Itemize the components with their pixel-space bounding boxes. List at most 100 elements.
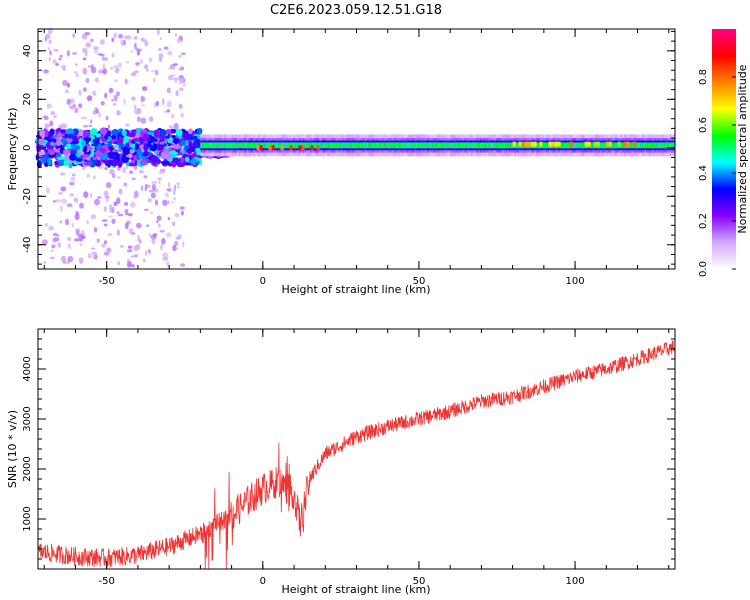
spectrogram-band-cell — [399, 142, 402, 149]
snr-series-line — [38, 340, 675, 569]
spectrogram-peak-cell — [623, 141, 627, 147]
spectrogram-noise-cell — [86, 95, 93, 102]
spectrogram-band-cell — [465, 142, 468, 149]
snr-y-axis-label: SNR (10 * v/v) — [6, 410, 19, 488]
spectrogram-band-cell — [448, 142, 451, 149]
spectrogram-noise-cell — [74, 213, 80, 221]
spectrogram-noise-cell — [102, 63, 106, 71]
spectrogram-band-cell — [82, 145, 88, 153]
spectrogram-band-cell — [66, 128, 74, 136]
spectrogram-band-cell — [143, 143, 149, 152]
spectrogram-band-cell — [361, 142, 364, 149]
spectrogram-band-cell — [75, 157, 83, 162]
spectrogram-noise-cell — [71, 222, 74, 228]
spectrogram-noise-cell — [176, 182, 181, 186]
spectrogram-band-cell — [92, 138, 100, 145]
spectrogram-band-cell — [567, 142, 570, 149]
spectrogram-band-cell — [415, 142, 419, 149]
spectrogram-noise-cell — [75, 210, 79, 217]
colorbar-tick-label: 0.0 — [698, 261, 709, 277]
spectrogram-band-cell — [67, 133, 74, 139]
spectrogram-band-cell — [47, 157, 52, 166]
spectrogram-noise-cell — [162, 252, 169, 258]
spectrogram-band-cell — [308, 142, 311, 149]
spectrogram-noise-cell — [144, 40, 149, 47]
snr-y-tick-label: 4000 — [22, 356, 33, 381]
spectrogram-noise-cell — [172, 221, 176, 227]
spectrogram-noise-cell — [160, 244, 163, 251]
spectrogram-band-cell — [194, 147, 201, 152]
spectrogram-band-cell — [350, 142, 353, 149]
spectrogram-noise-cell — [154, 199, 159, 206]
spectrogram-band-cell — [344, 142, 347, 149]
spectrogram-band-cell — [410, 142, 413, 149]
spectrogram-noise-cell — [168, 125, 174, 130]
spectrogram-band-cell — [631, 142, 634, 149]
snr-x-tick-label: 0 — [260, 576, 266, 587]
spectrogram-band-cell — [122, 154, 127, 158]
spectrogram-noise-cell — [78, 89, 82, 96]
spectrogram-noise-cell — [168, 66, 173, 70]
spectrogram-noise-cell — [143, 175, 148, 179]
spectrogram-noise-cell — [148, 116, 154, 122]
spectrogram-noise-cell — [178, 87, 184, 92]
spectrogram-band-cell — [320, 142, 324, 149]
spectrogram-noise-cell — [167, 200, 170, 205]
spectrogram-ticks: -50 0 50 100 -40 -20 0 20 40 — [22, 29, 675, 287]
spectrogram-band-cell — [184, 156, 190, 163]
spectrogram-band-cell — [190, 158, 197, 165]
spectrogram-band-cell — [172, 158, 178, 163]
spectrogram-peak-cell — [533, 141, 537, 147]
spectrogram-noise-cell — [128, 228, 134, 234]
spectrogram-noise-cell — [170, 113, 175, 119]
spectrogram-noise-cell — [97, 52, 103, 56]
spectrogram-noise-cell — [156, 220, 159, 224]
spectrogram-noise-cell — [145, 183, 148, 187]
spectrogram-noise-cell — [106, 196, 109, 203]
spectrogram-band-cell — [70, 143, 76, 150]
spectrogram-band-cell — [541, 142, 545, 149]
spectrogram-noise-cell — [125, 165, 128, 170]
spectrogram-band-cell — [108, 153, 115, 159]
spectrogram-band-cell — [64, 154, 71, 160]
spectrogram-noise-cell — [104, 166, 108, 171]
spectrogram-noise-cell — [91, 247, 95, 250]
spectrogram-y-tick-label: 0 — [22, 145, 33, 151]
spectrogram-band-cell — [629, 142, 632, 149]
spectrogram-band-cell — [175, 128, 183, 137]
spectrogram-noise-cell — [133, 245, 139, 252]
spectrogram-noise-cell — [58, 57, 62, 61]
spectrogram-noise-cell — [96, 108, 99, 114]
spectrogram-band-cell — [424, 142, 428, 149]
spectrogram-band-cell — [202, 142, 205, 149]
spectrogram-noise-cell — [130, 201, 136, 208]
spectrogram-band-cell — [100, 153, 107, 161]
spectrogram-peak-cell — [256, 145, 260, 151]
spectrogram-noise-cell — [89, 193, 93, 198]
spectrogram-band-cell — [466, 142, 470, 149]
spectrogram-peak-cell — [554, 141, 558, 147]
spectrogram-band-cell — [200, 142, 203, 149]
spectrogram-noise-cell — [90, 214, 97, 220]
spectrogram-band-cell — [173, 144, 181, 150]
spectrogram-noise-cell — [172, 63, 178, 66]
spectrogram-noise-cell — [59, 54, 64, 58]
spectrogram-x-tick-label: -50 — [99, 276, 115, 287]
spectrogram-band-cell — [601, 142, 605, 149]
spectrogram-band-cell — [536, 142, 539, 149]
spectrogram-band-cell — [54, 148, 61, 153]
spectrogram-band-cell — [634, 142, 638, 149]
spectrogram-noise-cell — [149, 235, 155, 238]
spectrogram-band-cell — [563, 142, 566, 149]
spectrogram-band-cell — [319, 142, 322, 149]
spectrogram-noise-cell — [51, 249, 54, 253]
spectrogram-band-cell — [121, 156, 129, 163]
spectrogram-band-cell — [452, 142, 455, 149]
spectrogram-noise-cell — [154, 188, 159, 193]
spectrogram-noise-cell — [73, 238, 80, 242]
spectrogram-noise-cell — [67, 255, 74, 263]
spectrogram-band-cell — [612, 142, 616, 149]
spectrogram-band-cell — [328, 142, 331, 149]
spectrogram-noise-cell — [158, 57, 162, 63]
spectrogram-peak-cell — [605, 141, 609, 147]
